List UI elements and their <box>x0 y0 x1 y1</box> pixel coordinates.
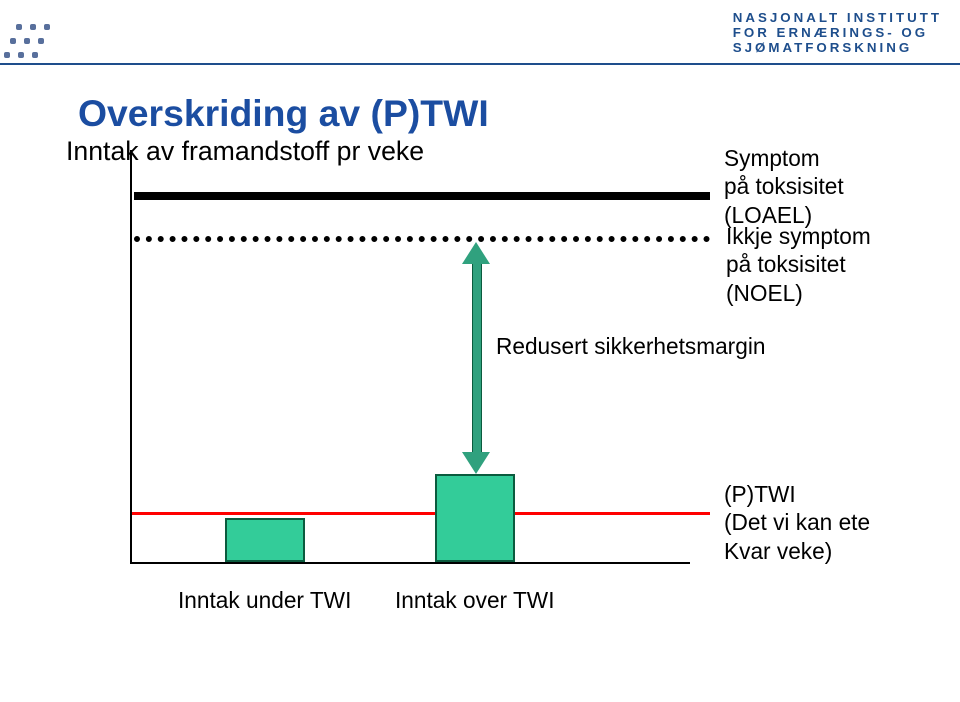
ptwi-threshold-line <box>132 512 710 515</box>
brand-dot-icon <box>18 52 24 58</box>
ptwi-label: (P)TWI (Det vi kan ete Kvar veke) <box>724 480 870 565</box>
brand-dot-icon <box>38 38 44 44</box>
header-divider <box>0 63 960 65</box>
x-axis <box>130 562 690 564</box>
brand-dot-icon <box>30 24 36 30</box>
noel-label-line3: (NOEL) <box>726 279 871 307</box>
brand-dot-icon <box>44 24 50 30</box>
brand-line-3: SJØMATFORSKNING <box>733 40 942 55</box>
slide-title: Overskriding av (P)TWI <box>78 92 489 135</box>
y-axis <box>130 150 132 562</box>
ptwi-label-line2: (Det vi kan ete <box>724 508 870 536</box>
brand-dot-icon <box>24 38 30 44</box>
bar-under-twi-label: Inntak under TWI <box>178 586 351 614</box>
institute-logo-text: NASJONALT INSTITUTT FOR ERNÆRINGS- OG SJ… <box>733 10 942 55</box>
noel-threshold-line <box>134 236 710 242</box>
loael-threshold-line <box>134 192 710 200</box>
loael-label: Symptom på toksisitet (LOAEL) <box>724 144 844 229</box>
bar-over-twi <box>435 474 515 562</box>
brand-line-1: NASJONALT INSTITUTT <box>733 10 942 25</box>
noel-label-line1: Ikkje symptom <box>726 222 871 250</box>
bar-over-twi-label: Inntak over TWI <box>395 586 555 614</box>
brand-dot-icon <box>16 24 22 30</box>
noel-label-line2: på toksisitet <box>726 250 871 278</box>
brand-dot-icon <box>10 38 16 44</box>
loael-label-line2: på toksisitet <box>724 172 844 200</box>
bar-under-twi <box>225 518 305 562</box>
brand-dot-icon <box>32 52 38 58</box>
brand-dot-icon <box>4 52 10 58</box>
twi-diagram: Redusert sikkerhetsmargin Symptom på tok… <box>70 130 890 650</box>
ptwi-label-line1: (P)TWI <box>724 480 870 508</box>
ptwi-label-line3: Kvar veke) <box>724 537 870 565</box>
noel-label: Ikkje symptom på toksisitet (NOEL) <box>726 222 871 307</box>
loael-label-line1: Symptom <box>724 144 844 172</box>
brand-line-2: FOR ERNÆRINGS- OG <box>733 25 942 40</box>
reduced-margin-label: Redusert sikkerhetsmargin <box>496 332 765 360</box>
